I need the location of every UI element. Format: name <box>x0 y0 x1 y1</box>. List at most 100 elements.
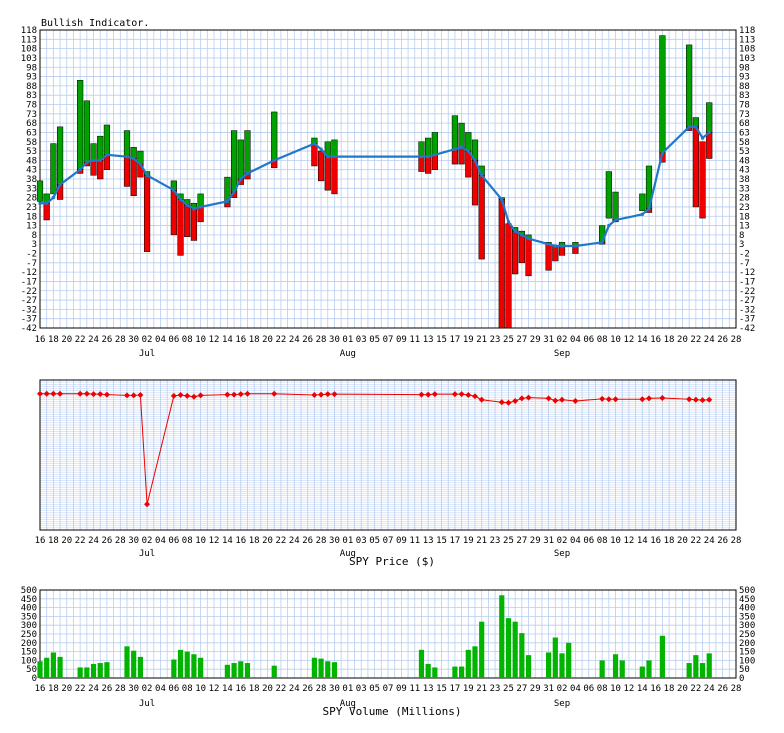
x-tick-label: 07 <box>383 335 394 345</box>
volume-bar <box>198 657 204 678</box>
indicator-point <box>319 147 323 151</box>
y-tick-label-right: -2 <box>739 250 750 260</box>
x-tick-label: 18 <box>48 536 59 546</box>
x-tick-label: 23 <box>490 536 501 546</box>
price-point <box>57 390 64 397</box>
y-tick-label-left: 50 <box>26 665 37 675</box>
volume-bar <box>271 665 277 678</box>
x-tick-label: 25 <box>503 684 514 694</box>
x-tick-label: 01 <box>342 536 353 546</box>
x-tick-label: 02 <box>142 335 153 345</box>
volume-bar <box>177 649 184 678</box>
price-point <box>478 396 485 403</box>
y-tick-label-right: 108 <box>739 45 755 55</box>
indicator-bar-down <box>458 147 465 165</box>
x-tick-label: 22 <box>75 684 86 694</box>
price-point <box>271 390 278 397</box>
y-tick-label-left: 73 <box>26 110 37 120</box>
x-tick-label: 06 <box>168 684 179 694</box>
x-tick-label: 05 <box>369 684 380 694</box>
indicator-bar-up <box>244 130 251 174</box>
indicator-point <box>647 207 651 211</box>
volume-bar <box>512 621 518 678</box>
x-tick-label: 24 <box>289 684 300 694</box>
indicator-bar-down <box>478 175 485 260</box>
y-tick-label-left: 78 <box>26 101 37 111</box>
y-tick-label-right: 50 <box>739 665 750 675</box>
volume-bar <box>124 646 130 678</box>
indicator-bar-down <box>97 160 104 180</box>
y-tick-label-right: 73 <box>739 110 750 120</box>
x-tick-label: 16 <box>35 335 46 345</box>
y-tick-label-left: 0 <box>32 674 37 684</box>
indicator-bar-up <box>612 191 619 221</box>
price-point <box>599 395 606 402</box>
volume-bar <box>599 660 605 678</box>
indicator-point <box>138 162 142 166</box>
price-point <box>137 392 144 398</box>
y-tick-label-left: 33 <box>26 184 37 194</box>
indicator-point <box>687 125 691 129</box>
y-tick-label-left: 48 <box>26 156 37 166</box>
volume-bar <box>659 635 665 678</box>
x-tick-label: 04 <box>570 335 581 345</box>
x-tick-label: 06 <box>583 684 594 694</box>
x-tick-label: 30 <box>329 536 340 546</box>
y-tick-label-left: 250 <box>21 630 37 640</box>
indicator-bar-up <box>90 143 97 161</box>
y-tick-label-right: 103 <box>739 54 755 64</box>
y-tick-label-left: 83 <box>26 91 37 101</box>
x-tick-label: 24 <box>289 536 300 546</box>
indicator-bar-down <box>431 154 438 170</box>
x-tick-label: 26 <box>102 684 113 694</box>
volume-bar <box>505 618 512 678</box>
chart-title: Bullish Indicator. <box>41 18 149 29</box>
x-tick-label: 10 <box>610 335 621 345</box>
volume-bar <box>171 659 177 678</box>
x-tick-label: 16 <box>235 335 246 345</box>
price-point <box>231 391 238 398</box>
indicator-point <box>560 244 564 248</box>
volume-bar <box>459 666 465 678</box>
indicator-point <box>614 218 618 222</box>
y-tick-label-right: 250 <box>739 630 755 640</box>
price-point <box>572 398 579 404</box>
x-tick-label: 03 <box>356 684 367 694</box>
volume-bar <box>699 663 706 678</box>
x-tick-label: 14 <box>222 536 233 546</box>
volume-axis-label: SPY Volume (Millions) <box>322 705 461 718</box>
x-tick-label: 29 <box>530 684 541 694</box>
x-tick-label: 12 <box>209 684 220 694</box>
volume-bar <box>44 657 50 678</box>
x-tick-label: 07 <box>383 536 394 546</box>
x-tick-label: 04 <box>155 335 166 345</box>
x-tick-label: 06 <box>583 536 594 546</box>
volume-bar <box>646 660 652 678</box>
x-tick-label: 11 <box>409 536 420 546</box>
indicator-point <box>547 242 551 246</box>
price-point <box>311 392 318 398</box>
volume-bar <box>519 633 525 678</box>
x-tick-label: 01 <box>342 684 353 694</box>
indicator-line <box>40 125 710 248</box>
x-tick-label: 09 <box>396 684 407 694</box>
x-tick-label: 15 <box>436 536 447 546</box>
price-point <box>83 390 90 397</box>
price-point <box>224 391 231 398</box>
price-point <box>37 390 43 397</box>
indicator-bar-up <box>56 126 64 185</box>
indicator-point <box>192 207 196 211</box>
indicator-point <box>506 220 510 224</box>
indicator-bar-down <box>324 156 331 191</box>
y-tick-label-right: 68 <box>739 119 750 129</box>
price-point <box>244 390 251 397</box>
volume-bar <box>499 595 505 678</box>
x-tick-label: 20 <box>262 335 273 345</box>
y-tick-label-right: 118 <box>739 26 755 36</box>
month-label: Sep <box>554 349 570 359</box>
price-point <box>552 397 559 404</box>
x-tick-label: 30 <box>329 335 340 345</box>
month-label: Sep <box>554 699 570 709</box>
x-tick-label: 13 <box>423 684 434 694</box>
